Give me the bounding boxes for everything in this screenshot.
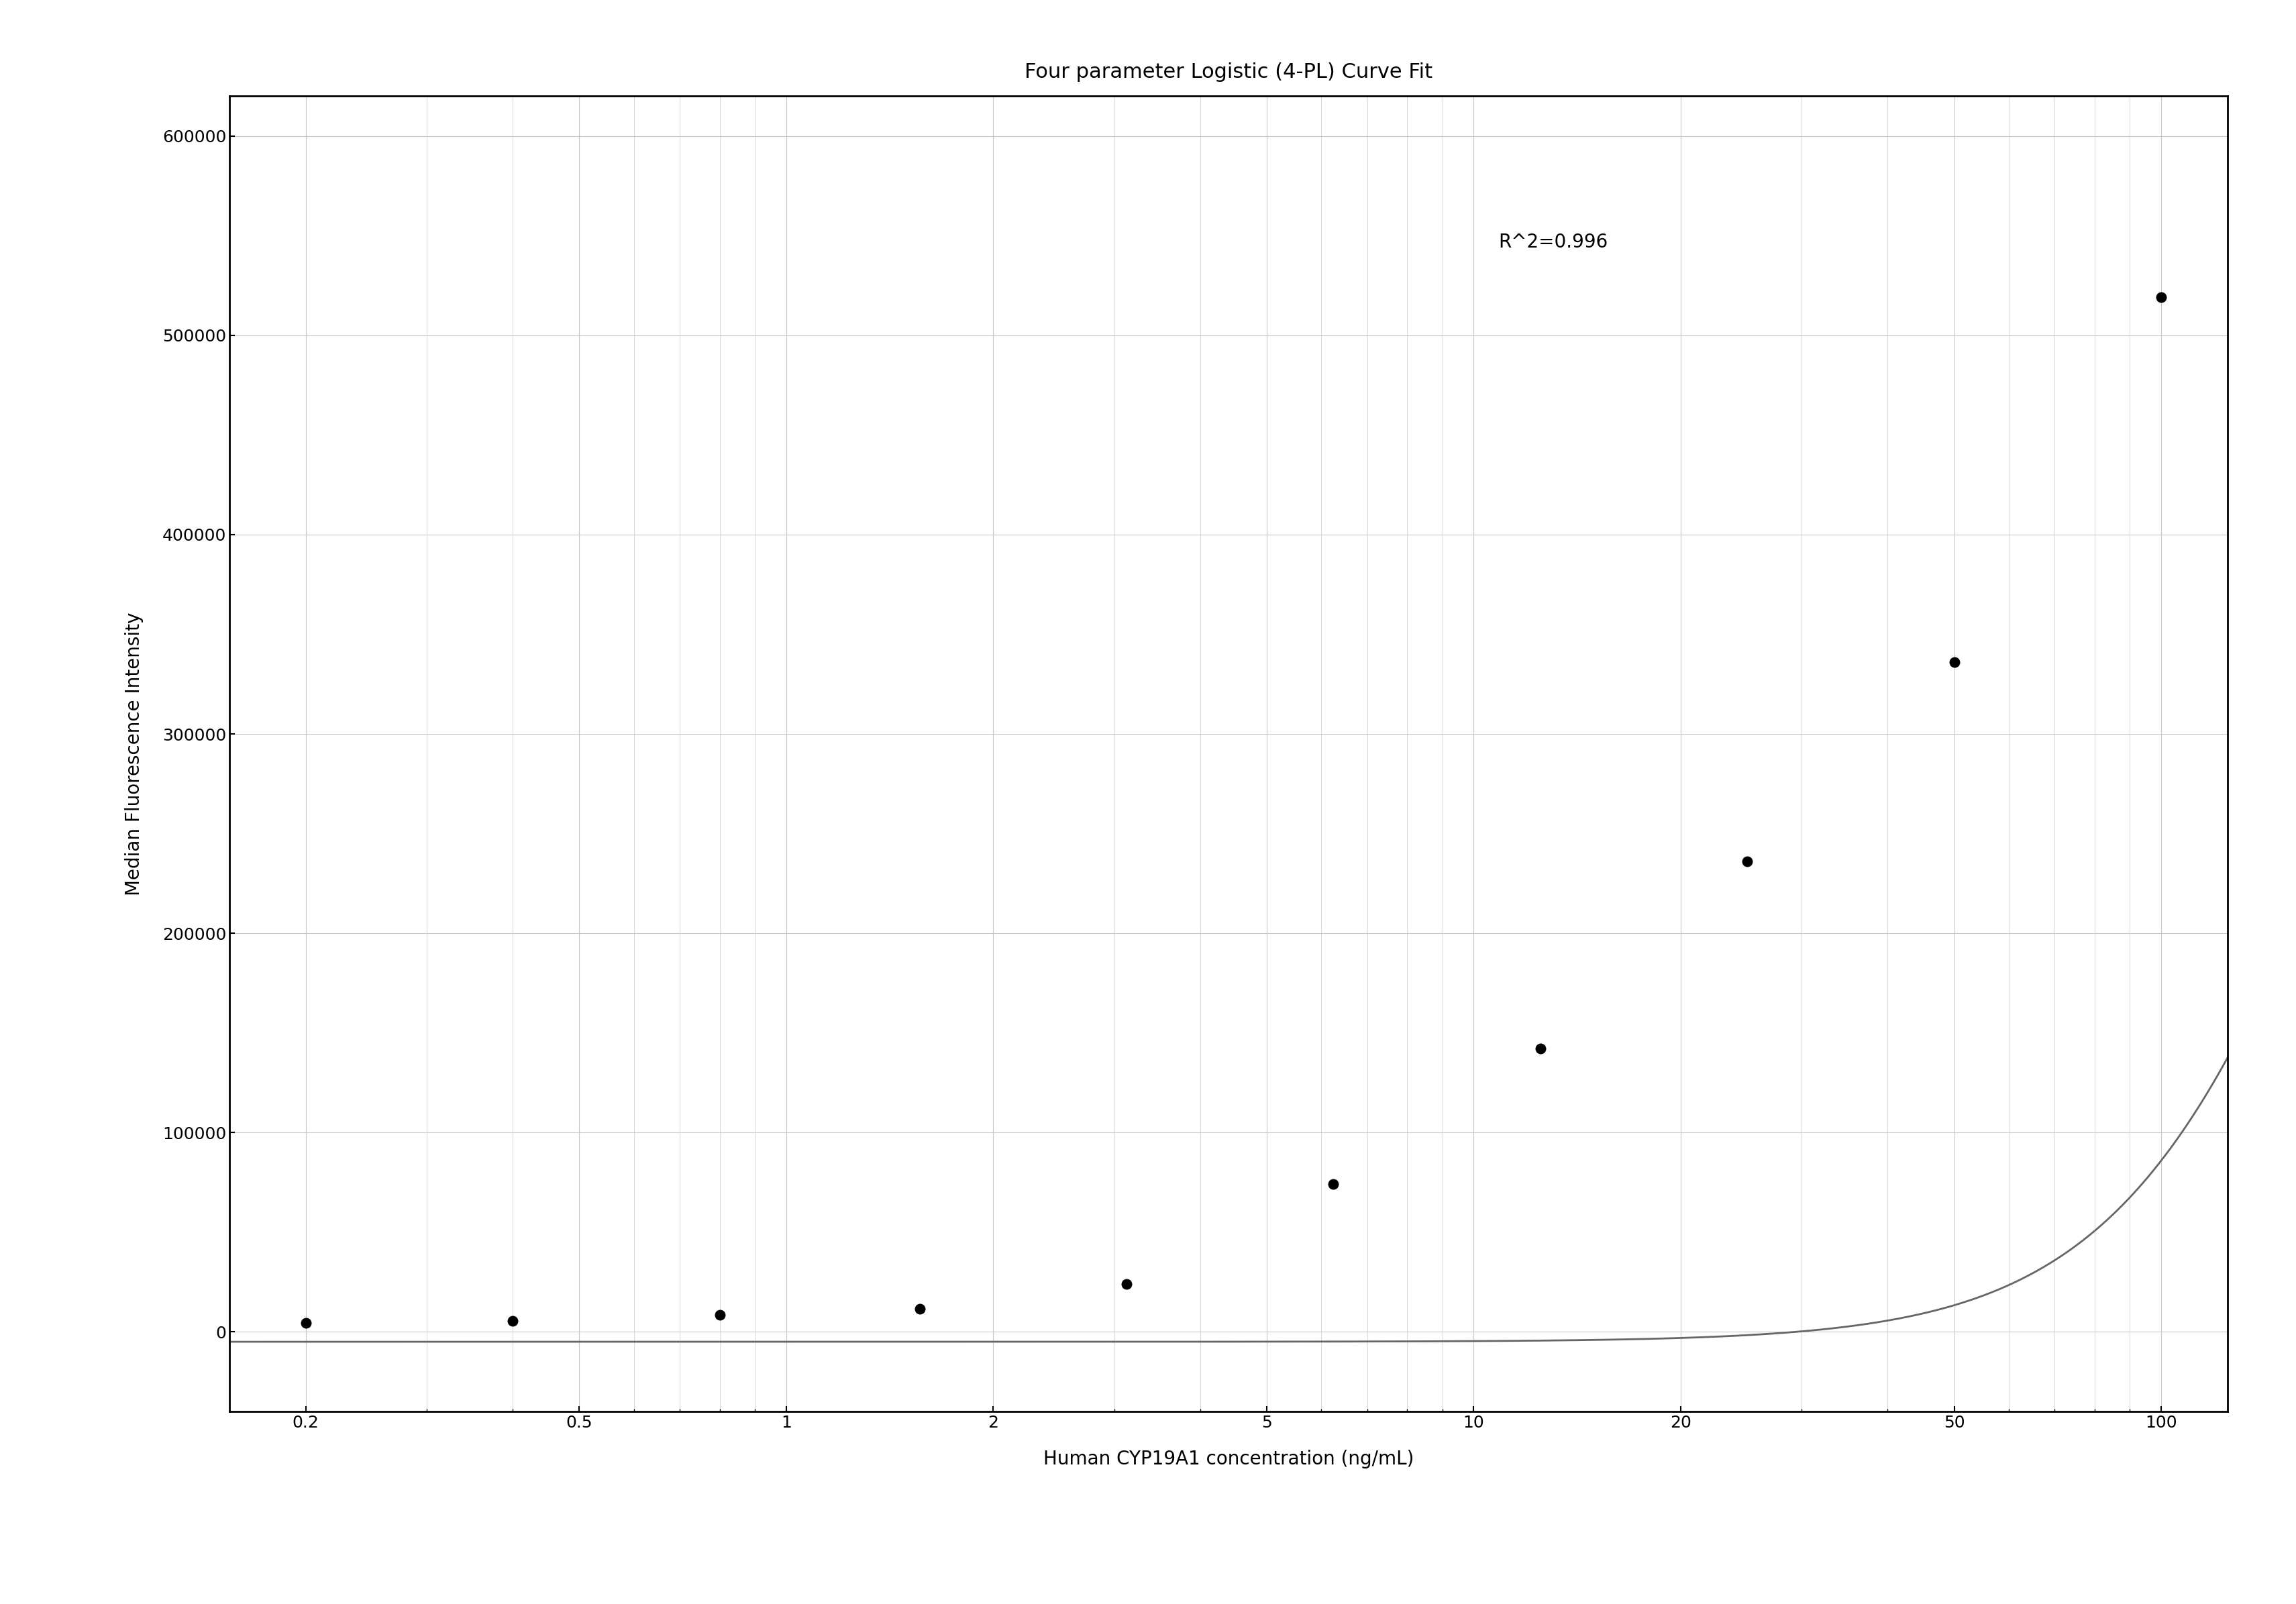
Point	[1522, 1036, 1559, 1062]
Y-axis label: Median Fluorescence Intensity: Median Fluorescence Intensity	[124, 613, 145, 895]
Point	[900, 1296, 937, 1322]
Point	[1729, 849, 1766, 874]
Point	[700, 1302, 737, 1328]
Point	[1936, 650, 1972, 675]
Point	[287, 1310, 324, 1336]
Point	[1107, 1270, 1143, 1296]
Point	[2142, 284, 2179, 310]
Point	[1316, 1171, 1352, 1197]
X-axis label: Human CYP19A1 concentration (ng/mL): Human CYP19A1 concentration (ng/mL)	[1042, 1450, 1414, 1468]
Text: R^2=0.996: R^2=0.996	[1497, 233, 1607, 252]
Point	[494, 1307, 530, 1333]
Title: Four parameter Logistic (4-PL) Curve Fit: Four parameter Logistic (4-PL) Curve Fit	[1024, 63, 1433, 82]
